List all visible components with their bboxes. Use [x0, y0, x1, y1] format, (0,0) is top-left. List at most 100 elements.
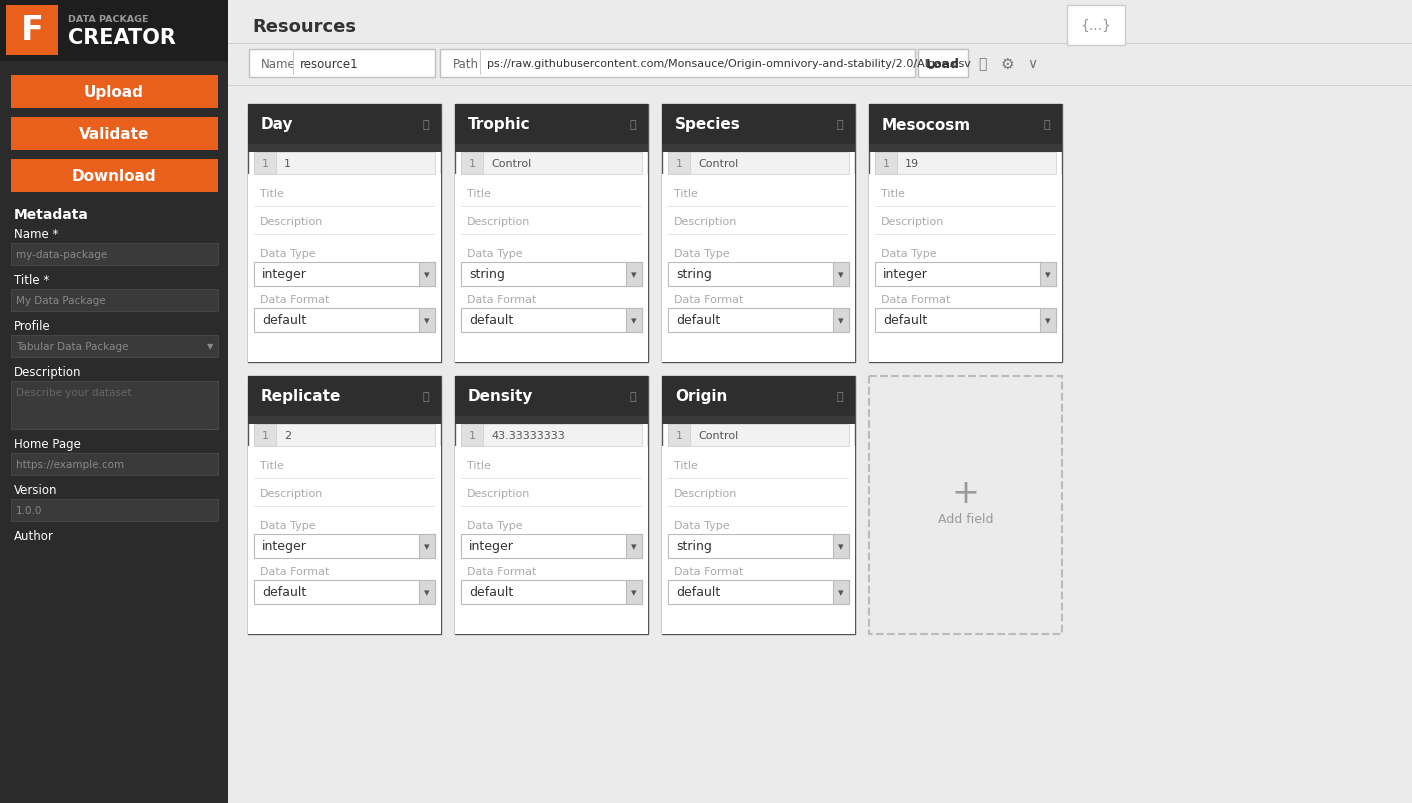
Text: ▾: ▾: [631, 316, 637, 325]
Bar: [875, 308, 1056, 332]
Bar: [1041, 308, 1056, 332]
Text: ▾: ▾: [839, 587, 844, 597]
Bar: [662, 417, 856, 425]
Text: Title: Title: [467, 460, 491, 471]
Text: Data Type: Data Type: [467, 249, 522, 259]
Text: default: default: [469, 585, 513, 599]
Bar: [249, 105, 441, 145]
Bar: [875, 206, 1056, 208]
Text: Name *: Name *: [14, 228, 58, 241]
Bar: [668, 308, 849, 332]
Bar: [460, 153, 642, 175]
Text: ▾: ▾: [424, 541, 429, 552]
Text: F: F: [21, 14, 44, 47]
Text: Control: Control: [698, 159, 738, 169]
Bar: [227, 86, 1412, 87]
Bar: [11, 499, 217, 521]
Bar: [1041, 263, 1056, 287]
Bar: [875, 263, 1056, 287]
Bar: [875, 153, 897, 175]
Text: +: +: [952, 477, 980, 510]
Bar: [460, 263, 642, 287]
Text: 🗑: 🗑: [422, 120, 429, 130]
Bar: [254, 153, 435, 175]
Text: Resources: Resources: [251, 18, 356, 36]
Bar: [11, 381, 217, 430]
Bar: [833, 581, 849, 604]
Text: Profile: Profile: [14, 320, 51, 332]
Bar: [668, 581, 849, 604]
Text: 🗑: 🗑: [630, 392, 637, 402]
Bar: [254, 581, 435, 604]
Bar: [455, 377, 648, 417]
Text: Control: Control: [491, 159, 531, 169]
Bar: [11, 160, 217, 193]
Bar: [254, 425, 435, 446]
Text: Description: Description: [467, 488, 531, 499]
Text: default: default: [676, 314, 720, 327]
Text: my-data-package: my-data-package: [16, 250, 107, 259]
Text: 1: 1: [469, 430, 476, 441]
Text: Download: Download: [72, 169, 157, 184]
Text: Title: Title: [260, 460, 284, 471]
Bar: [668, 153, 690, 175]
Text: ▾: ▾: [1045, 270, 1051, 279]
Text: Load: Load: [926, 58, 960, 71]
Bar: [249, 377, 441, 634]
Bar: [662, 377, 856, 417]
Bar: [455, 145, 648, 153]
Text: ▾: ▾: [1045, 316, 1051, 325]
Bar: [1067, 6, 1125, 46]
Bar: [662, 446, 856, 634]
Text: Data Format: Data Format: [674, 295, 743, 304]
Bar: [868, 145, 1062, 153]
Bar: [249, 105, 441, 362]
Bar: [254, 534, 435, 558]
Bar: [918, 50, 969, 78]
Text: Data Format: Data Format: [467, 566, 537, 577]
Bar: [868, 105, 1062, 145]
Bar: [249, 377, 441, 417]
Bar: [227, 44, 1412, 45]
Text: Upload: Upload: [85, 85, 144, 100]
Text: ▾: ▾: [631, 587, 637, 597]
Bar: [662, 175, 856, 362]
Bar: [455, 417, 648, 425]
Bar: [868, 105, 1062, 362]
Text: ▾: ▾: [424, 316, 429, 325]
Text: 1: 1: [675, 430, 682, 441]
Text: resource1: resource1: [299, 58, 359, 71]
Bar: [668, 263, 849, 287]
Bar: [455, 446, 648, 634]
Text: ▼: ▼: [206, 342, 213, 351]
Bar: [460, 308, 642, 332]
Text: Title *: Title *: [14, 274, 49, 287]
Text: default: default: [469, 314, 513, 327]
Text: Home Page: Home Page: [14, 438, 80, 450]
Bar: [254, 425, 275, 446]
Bar: [419, 534, 435, 558]
Text: ▾: ▾: [631, 541, 637, 552]
Bar: [441, 50, 915, 78]
Text: Replicate: Replicate: [261, 389, 342, 404]
Bar: [833, 263, 849, 287]
Text: Data Type: Data Type: [881, 249, 936, 259]
Text: Data Type: Data Type: [674, 249, 730, 259]
Bar: [254, 206, 435, 208]
Bar: [11, 290, 217, 312]
Text: 🗑: 🗑: [837, 392, 843, 402]
Text: default: default: [263, 314, 306, 327]
Text: Day: Day: [261, 117, 294, 132]
Text: DATA PACKAGE: DATA PACKAGE: [68, 14, 148, 23]
Text: 🗑: 🗑: [422, 392, 429, 402]
Text: Data Format: Data Format: [260, 566, 329, 577]
Text: ▾: ▾: [631, 270, 637, 279]
Text: Data Format: Data Format: [467, 295, 537, 304]
Bar: [460, 534, 642, 558]
Text: Title: Title: [674, 189, 698, 199]
Text: Description: Description: [674, 217, 737, 226]
Text: Data Type: Data Type: [260, 520, 316, 530]
Bar: [662, 145, 856, 153]
Bar: [668, 206, 849, 208]
Bar: [419, 263, 435, 287]
